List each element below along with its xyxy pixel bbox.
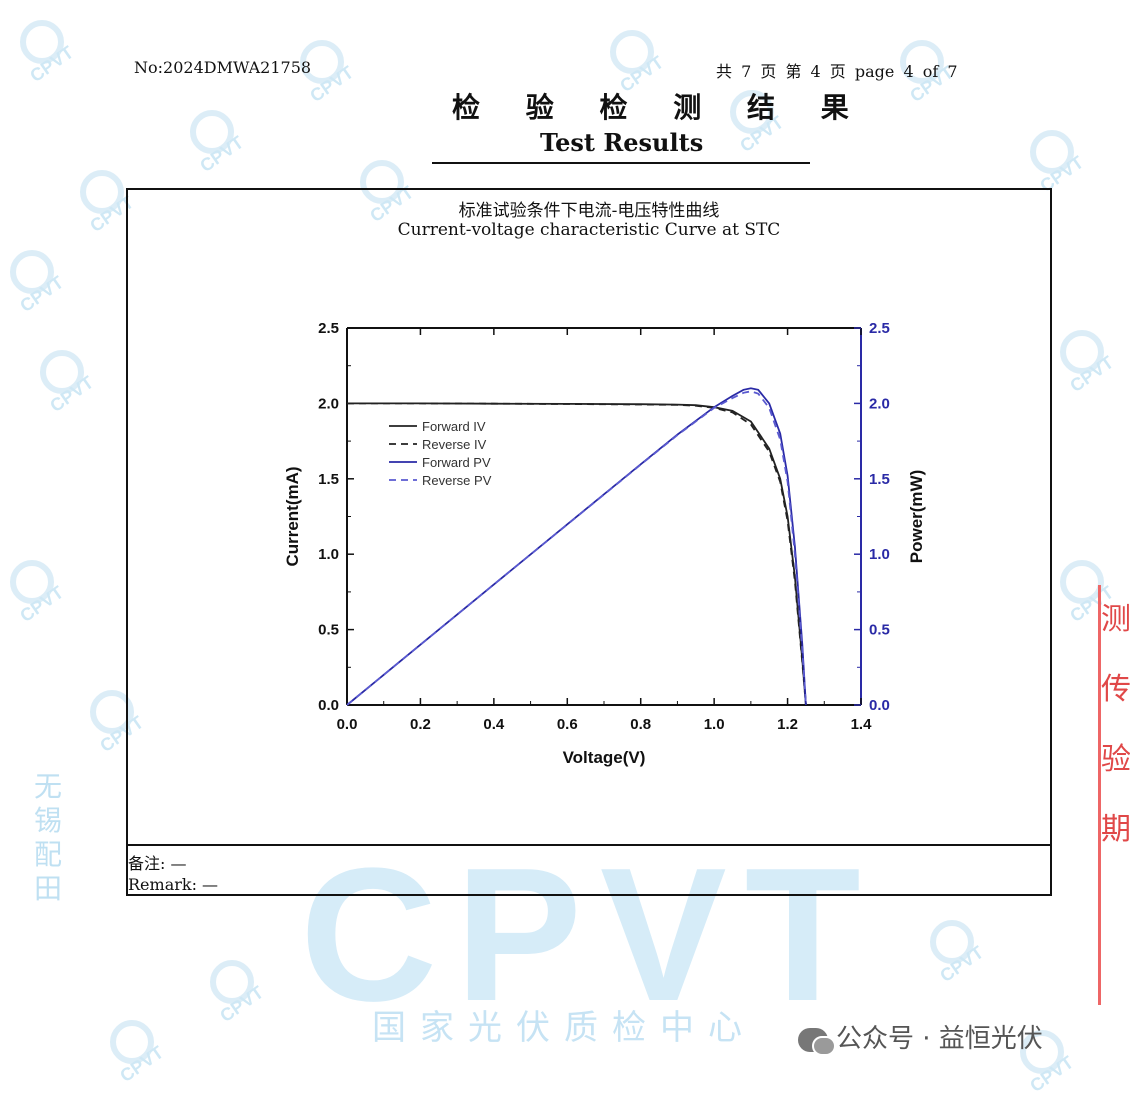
y2-tick-label: 2.5 (869, 320, 890, 337)
y2-axis-label: Power(mW) (907, 470, 926, 564)
y-tick-label: 2.0 (318, 395, 339, 412)
stamp-char: 期 (1101, 812, 1130, 847)
title-underline (432, 162, 810, 164)
x-tick-label: 1.4 (851, 716, 873, 733)
series-reverse-iv-line (347, 402, 807, 706)
y2-tick-label: 0.5 (869, 622, 890, 639)
y-tick-label: 1.5 (318, 471, 339, 488)
y-tick-label: 0.0 (318, 697, 339, 714)
wechat-caption: 公众号 · 益恒光伏 (798, 1018, 1043, 1056)
page-title-en: Test Results (540, 128, 704, 157)
page-indicator: 共 7 页 第 4 页 page 4 of 7 (716, 62, 958, 81)
stamp-char: 验 (1101, 742, 1130, 777)
chart-title-en: Current-voltage characteristic Curve at … (397, 220, 781, 240)
legend-label: Reverse PV (422, 473, 492, 488)
y2-tick-label: 1.0 (869, 546, 890, 563)
report-number: No:2024DMWA21758 (134, 58, 312, 77)
wechat-icon (798, 1027, 836, 1056)
stamp-char: 传 (1101, 672, 1130, 707)
remark-divider (126, 844, 1052, 846)
legend-label: Forward PV (422, 455, 491, 470)
x-tick-label: 1.0 (704, 716, 725, 733)
remark-cn: 备注: — (128, 854, 187, 873)
legend-label: Reverse IV (422, 437, 487, 452)
remark-en: Remark: — (128, 875, 219, 894)
x-tick-label: 1.2 (777, 716, 798, 733)
y-tick-label: 0.5 (318, 622, 339, 639)
legend-label: Forward IV (422, 419, 486, 434)
y-axis-label: Current(mA) (283, 466, 302, 566)
y2-tick-label: 0.0 (869, 697, 890, 714)
x-tick-label: 0.6 (557, 716, 578, 733)
series-forward-pv-line (346, 387, 807, 706)
x-tick-label: 0.4 (483, 716, 505, 733)
y2-tick-label: 1.5 (869, 471, 890, 488)
y2-tick-label: 2.0 (869, 395, 890, 412)
x-tick-label: 0.0 (337, 716, 358, 733)
y-tick-label: 1.0 (318, 546, 339, 563)
series-reverse-pv-line (346, 390, 807, 706)
wechat-caption-text: 公众号 · 益恒光伏 (836, 1024, 1043, 1054)
series-forward-iv-line (347, 402, 807, 706)
chart-title-cn: 标准试验条件下电流-电压特性曲线 (458, 201, 720, 221)
page-title-cn: 检 验 检 测 结 果 (452, 91, 867, 124)
red-seal-stamp: 测传验期 (1098, 585, 1130, 1005)
results-frame (126, 188, 1052, 896)
x-axis-label: Voltage(V) (563, 748, 646, 767)
x-tick-label: 0.8 (630, 716, 651, 733)
x-tick-label: 0.2 (410, 716, 431, 733)
y-tick-label: 2.5 (318, 320, 339, 337)
stamp-char: 测 (1101, 602, 1130, 637)
